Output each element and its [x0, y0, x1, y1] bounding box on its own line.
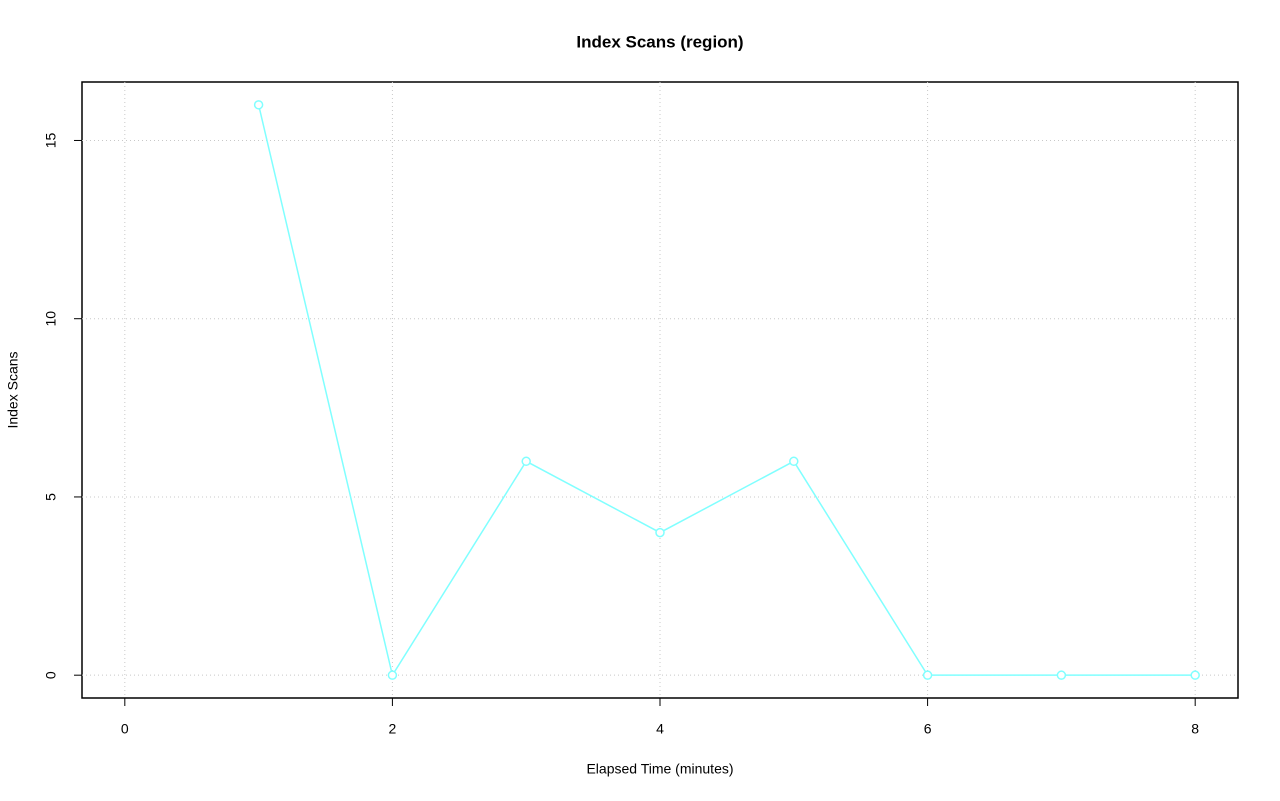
- data-point: [387, 670, 398, 680]
- x-tick-label: 4: [656, 721, 664, 737]
- data-point: [655, 527, 665, 538]
- data-point: [922, 670, 933, 680]
- data-point: [1190, 670, 1200, 680]
- data-point: [789, 456, 799, 467]
- y-tick-label: 0: [43, 671, 59, 679]
- x-axis-label: Elapsed Time (minutes): [586, 761, 733, 777]
- y-tick-label: 10: [43, 311, 59, 327]
- y-tick-label: 5: [43, 493, 59, 501]
- x-tick-label: 6: [924, 721, 932, 737]
- y-axis-label: Index Scans: [5, 351, 21, 428]
- data-line: [257, 104, 1196, 678]
- x-tick-label: 0: [121, 721, 129, 737]
- data-point: [253, 100, 264, 110]
- data-point: [521, 456, 531, 467]
- x-tick-label: 2: [389, 721, 397, 737]
- x-tick-label: 8: [1191, 721, 1199, 737]
- y-tick-label: 15: [43, 132, 59, 148]
- data-point: [1056, 670, 1067, 680]
- chart-title: Index Scans (region): [576, 32, 743, 51]
